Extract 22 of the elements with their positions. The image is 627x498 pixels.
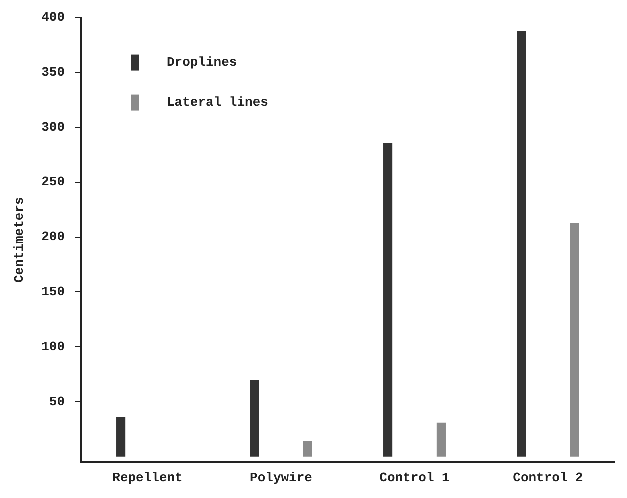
y-tick-label: 200 [42,230,66,245]
bar [250,380,260,457]
y-tick-label: 400 [42,10,66,26]
bar [570,223,580,457]
y-tick-label: 300 [42,120,66,135]
y-tick-label: 100 [42,339,66,354]
bar [384,142,393,457]
bar [303,442,312,457]
y-tick-label: 150 [42,284,66,300]
y-tick-label: 250 [42,174,66,190]
x-tick-label: Repellent [112,470,183,486]
x-tick-label: Control 2 [513,470,584,486]
y-tick-label: 50 [49,394,66,410]
bar [436,422,446,457]
y-axis-title: Centimeters [12,197,28,284]
y-tick-label: 350 [42,64,66,80]
bar [116,417,126,457]
x-tick-label: Control 1 [380,470,450,486]
legend-label: Droplines [167,55,238,70]
x-tick-label: Polywire [250,470,313,486]
bar [517,30,526,457]
legend-label: Lateral lines [167,95,269,110]
